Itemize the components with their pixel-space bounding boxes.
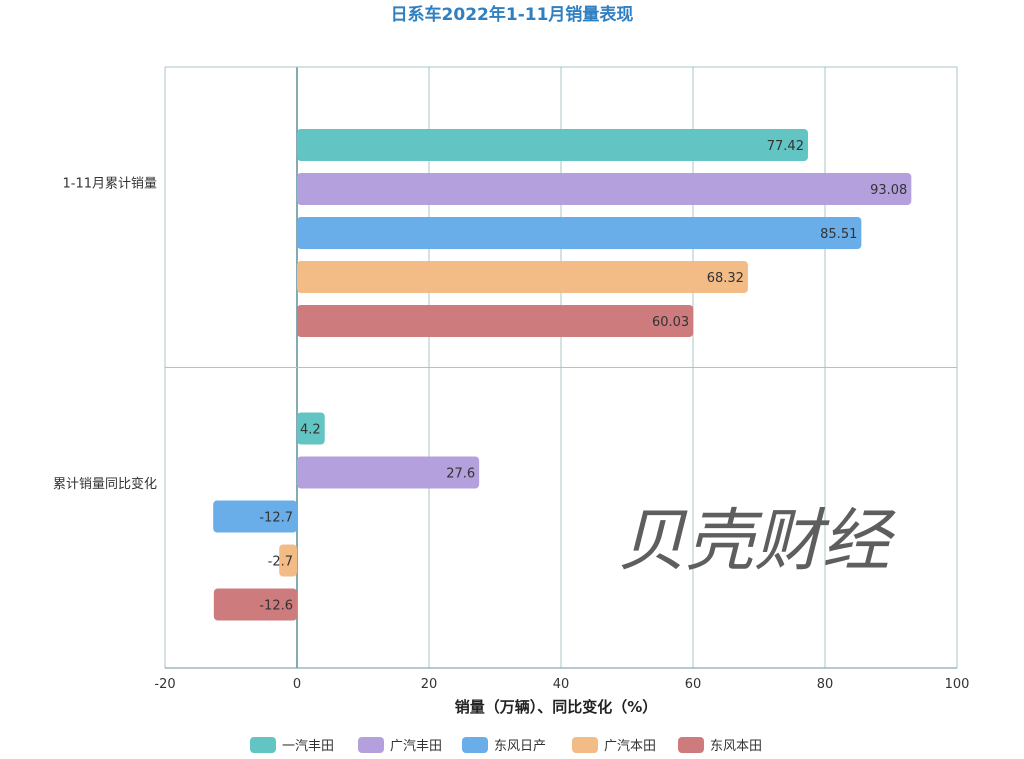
bar xyxy=(297,305,694,337)
legend-label: 广汽丰田 xyxy=(390,739,442,754)
x-tick-label: 80 xyxy=(817,677,834,692)
x-tick-label: 0 xyxy=(293,677,301,692)
data-label: 85.51 xyxy=(820,227,857,242)
legend-label: 东风日产 xyxy=(494,739,546,754)
x-tick-label: 40 xyxy=(553,677,570,692)
legend-swatch xyxy=(572,737,598,753)
bar xyxy=(297,261,748,293)
x-tick-label: 100 xyxy=(945,677,970,692)
data-label: 93.08 xyxy=(870,183,907,198)
legend-item: 广汽丰田 xyxy=(358,737,442,754)
bar xyxy=(213,588,297,621)
legend-label: 东风本田 xyxy=(710,739,762,754)
legend-label: 一汽丰田 xyxy=(282,739,334,754)
legend-item: 东风日产 xyxy=(462,737,546,754)
bar xyxy=(297,173,912,205)
data-label: 77.42 xyxy=(767,139,804,154)
legend-swatch xyxy=(358,737,384,753)
x-tick-label: 20 xyxy=(421,677,438,692)
data-label: -12.6 xyxy=(259,599,293,614)
watermark: 贝壳财经 xyxy=(618,502,896,581)
data-label: -12.7 xyxy=(259,511,293,526)
data-labels: 77.42 93.08 85.51 68.32 60.03 4.2 27.6 -12.7 -2.… xyxy=(259,139,907,614)
legend: 一汽丰田 广汽丰田 东风日产 广汽本田 东风本田 xyxy=(250,737,762,754)
grid xyxy=(164,66,958,669)
bar xyxy=(297,412,325,445)
chart-title: 日系车2022年1-11月销量表现 xyxy=(391,4,634,25)
data-label: 27.6 xyxy=(446,467,475,482)
data-label: -2.7 xyxy=(268,555,293,570)
data-label: 68.32 xyxy=(707,271,744,286)
data-label: 4.2 xyxy=(300,423,321,438)
legend-swatch xyxy=(678,737,704,753)
legend-item: 东风本田 xyxy=(678,737,762,754)
legend-item: 广汽本田 xyxy=(572,737,656,754)
category-label: 1-11月累计销量 xyxy=(62,176,157,191)
legend-swatch xyxy=(250,737,276,753)
bar xyxy=(297,129,808,161)
x-axis-label: 销量（万辆）、同比变化（%） xyxy=(455,698,658,716)
legend-label: 广汽本田 xyxy=(604,739,656,754)
legend-swatch xyxy=(462,737,488,753)
bars xyxy=(213,129,912,621)
data-label: 60.03 xyxy=(652,315,689,330)
bar xyxy=(213,500,297,533)
bar xyxy=(297,456,480,489)
x-tick-label: 60 xyxy=(685,677,702,692)
bar xyxy=(279,544,297,577)
legend-item: 一汽丰田 xyxy=(250,737,334,754)
bar xyxy=(297,217,862,249)
x-tick-label: -20 xyxy=(154,677,175,692)
category-label: 累计销量同比变化 xyxy=(53,476,157,492)
